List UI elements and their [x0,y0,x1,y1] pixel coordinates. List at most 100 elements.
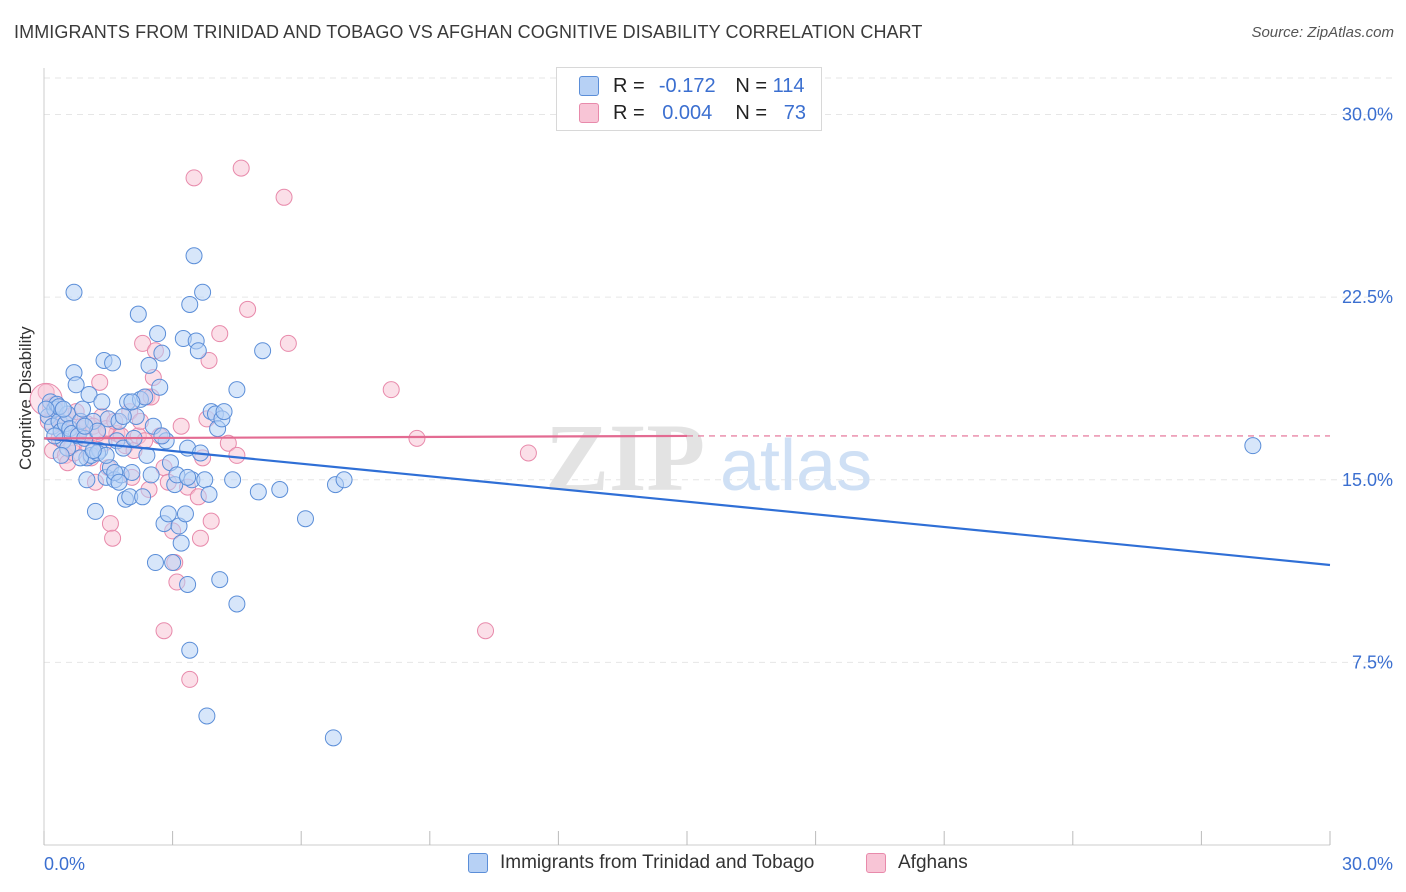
afghans-point [191,529,209,547]
trinidad-point [151,378,169,396]
y-tick-label: 22.5% [1342,287,1393,307]
y-tick-label: 15.0% [1342,470,1393,490]
trinidad-point [335,471,353,489]
watermark: ZIP atlas [545,404,872,511]
trinidad-point [140,356,158,374]
trinidad-point [153,344,171,362]
trinidad-point [74,400,92,418]
trinidad-point [196,471,214,489]
legend-label: Immigrants from Trinidad and Tobago [500,852,815,873]
afghans-point [202,512,220,530]
trinidad-point [181,295,199,313]
trinidad-point [200,485,218,503]
tick-labels: 7.5% 15.0% 22.5% 30.0% 0.0% 30.0% [44,105,1393,874]
trinidad-point [46,427,64,445]
legend-item-trinidad[interactable]: Immigrants from Trinidad and Tobago [468,852,814,874]
afghans-point [519,444,537,462]
trinidad-point [271,481,289,499]
afghans-point [155,622,173,640]
x-tick-label: 0.0% [44,854,85,874]
afghans-point [219,434,237,452]
trinidad-point [123,463,141,481]
r-label: R = [613,101,645,124]
trinidad-point [134,488,152,506]
pink-swatch-icon [866,853,886,873]
trinidad-point [54,400,72,418]
r-label: R = [613,74,645,97]
afghans-point [101,515,119,533]
trinidad-point [67,376,85,394]
trinidad-point [296,510,314,528]
chart-title: IMMIGRANTS FROM TRINIDAD AND TOBAGO VS A… [14,22,923,42]
trinidad-point [215,403,233,421]
x-tick-label: 30.0% [1342,854,1393,874]
trinidad-point [65,283,83,301]
trinidad-point [93,393,111,411]
afghans-point [382,381,400,399]
afghans-point [211,325,229,343]
trinidad-point [189,342,207,360]
trinidad-point [324,729,342,747]
trinidad-point [104,354,122,372]
trinidad-point [179,468,197,486]
trinidad-point [179,575,197,593]
afghans-point [408,429,426,447]
stats-legend: R = -0.172 N = 114 R = 0.004 N = 73 [556,67,822,131]
y-tick-label: 7.5% [1352,652,1393,672]
trinidad-point [114,407,132,425]
trinidad-point [123,393,141,411]
trinidad-point [164,554,182,572]
afghans-point [275,188,293,206]
watermark-zip: ZIP [545,404,705,511]
n-value: 114 [772,74,805,97]
blue-swatch-icon [579,76,599,96]
trinidad-point [114,439,132,457]
trinidad-point [110,473,128,491]
trinidad-point [76,417,94,435]
trinidad-point [80,386,98,404]
trinidad-point [198,707,216,725]
stats-row-trinidad: R = -0.172 N = 114 [579,73,805,99]
afghans-point [200,351,218,369]
trinidad-point [181,641,199,659]
stats-row-afghans: R = 0.004 N = 73 [579,100,806,126]
trinidad-point [224,471,242,489]
trinidad-point [172,534,190,552]
trinidad-point [84,442,102,460]
trinidad-point [71,449,89,467]
trinidad-point [228,595,246,613]
trinidad-point [254,342,272,360]
trinidad-point [159,505,177,523]
trend-lines [43,434,1331,567]
trinidad-trend-line [43,437,1331,567]
source-label: Source: ZipAtlas.com [1251,24,1394,41]
afghans-point [228,446,246,464]
trinidad-point [249,483,267,501]
r-value: 0.004 [662,101,713,124]
trinidad-point [149,325,167,343]
trinidad-point [129,305,147,323]
afghans-point [181,670,199,688]
afghans-point [185,169,203,187]
trinidad-point [228,381,246,399]
afghans-point [134,334,152,352]
afghans-point [104,529,122,547]
trinidad-point [176,505,194,523]
legend-label: Afghans [898,852,968,873]
afghans-point [232,159,250,177]
blue-swatch-icon [468,853,488,873]
r-value: -0.172 [658,74,716,97]
axes [43,68,1331,846]
afghans-point [172,417,190,435]
afghans-point [91,373,109,391]
legend-item-afghans[interactable]: Afghans [866,852,968,874]
afghans-point [477,622,495,640]
y-tick-label: 30.0% [1342,105,1393,125]
trinidad-point [185,247,203,265]
trinidad-point [78,471,96,489]
trinidad-point [142,466,160,484]
series-legend: Immigrants from Trinidad and Tobago Afgh… [0,852,1406,876]
afghans-point [279,334,297,352]
afghans-point [239,300,257,318]
